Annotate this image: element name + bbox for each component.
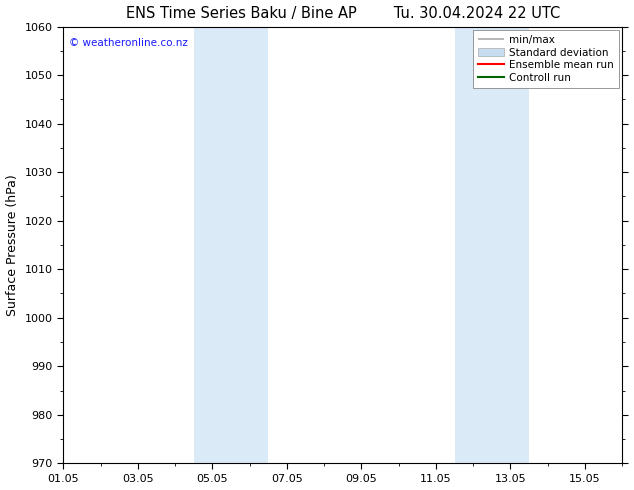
Bar (455, 26, 529, 464)
Y-axis label: Surface Pressure (hPa): Surface Pressure (hPa) (6, 174, 19, 316)
Title: ENS Time Series Baku / Bine AP        Tu. 30.04.2024 22 UTC: ENS Time Series Baku / Bine AP Tu. 30.04… (126, 6, 560, 21)
Legend: min/max, Standard deviation, Ensemble mean run, Controll run: min/max, Standard deviation, Ensemble me… (473, 30, 619, 88)
Text: © weatheronline.co.nz: © weatheronline.co.nz (69, 38, 188, 48)
Bar (194, 26, 268, 464)
